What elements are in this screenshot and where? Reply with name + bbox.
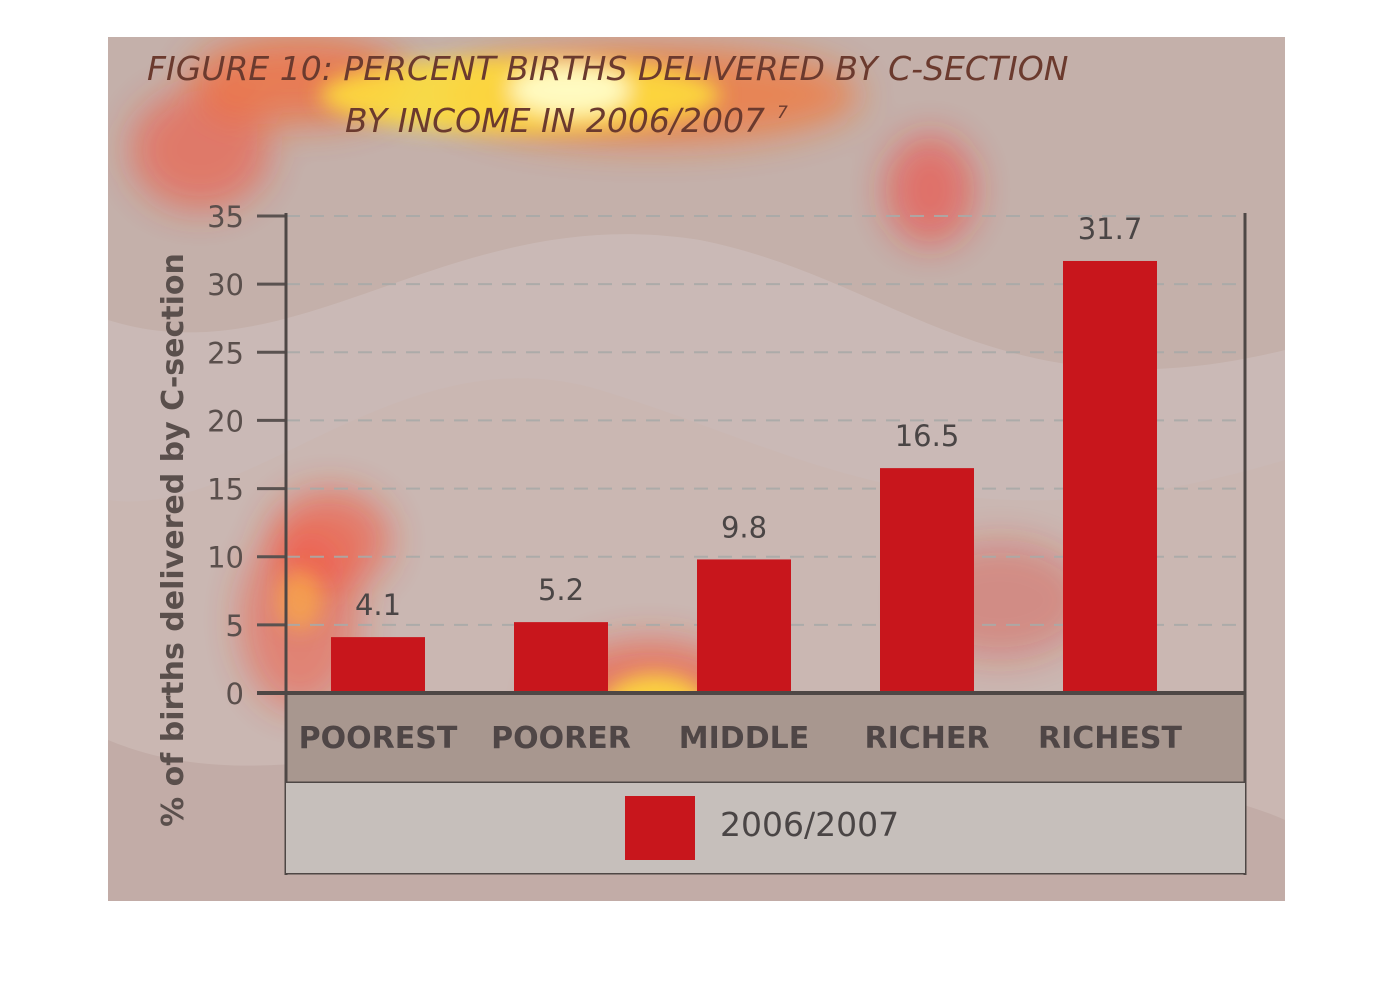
legend-swatch [625, 796, 695, 860]
legend-label: 2006/2007 [720, 805, 899, 844]
category-band-background [286, 693, 1245, 783]
chart-title-line1: FIGURE 10: PERCENT BIRTHS DELIVERED BY C… [147, 49, 1068, 88]
bar [880, 468, 974, 693]
bar-data-label: 31.7 [1078, 212, 1143, 246]
y-tick-label: 5 [226, 609, 244, 643]
chart-title-line2: BY INCOME IN 2006/2007 7 [345, 101, 788, 140]
legend: 2006/2007 [286, 783, 1245, 873]
bar [1063, 260, 1157, 693]
y-tick-label: 30 [207, 268, 244, 302]
bar [697, 559, 791, 693]
bar-data-label: 4.1 [355, 588, 401, 622]
bar-data-label: 5.2 [538, 573, 584, 607]
bar-data-label: 16.5 [895, 419, 960, 453]
y-tick-label: 0 [226, 677, 244, 711]
x-category-label: RICHER [865, 721, 990, 756]
y-tick-label: 10 [207, 541, 244, 575]
y-tick-label: 35 [207, 200, 244, 234]
x-category-label: RICHEST [1038, 721, 1182, 756]
y-axis-ticks: 0 5 10 15 20 25 30 35 [207, 200, 286, 711]
bar-data-label: 9.8 [721, 510, 767, 544]
x-category-label: MIDDLE [679, 721, 809, 756]
bar [331, 637, 425, 693]
category-band: POOREST POORER MIDDLE RICHER RICHEST [286, 693, 1245, 783]
chart-title-footnote: 7 [777, 103, 788, 123]
bar [514, 622, 608, 693]
y-axis-label: % of births delivered by C-section [156, 253, 191, 827]
x-category-label: POOREST [299, 721, 458, 756]
x-category-label: POORER [491, 721, 631, 756]
chart-title-line2-text: BY INCOME IN 2006/2007 [345, 101, 765, 140]
legend-background [286, 783, 1245, 873]
y-tick-label: 25 [207, 336, 244, 370]
y-tick-label: 15 [207, 473, 244, 507]
y-tick-label: 20 [207, 404, 244, 438]
bars: 4.1 5.2 9.8 16.5 31.7 [331, 212, 1157, 693]
